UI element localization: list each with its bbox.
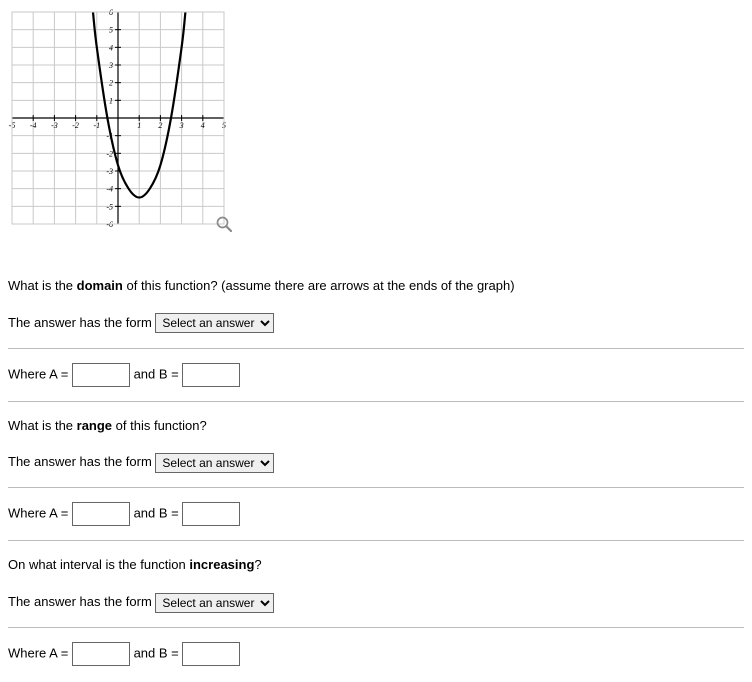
svg-text:-4: -4 xyxy=(30,121,37,130)
and-b-label: and B = xyxy=(134,645,183,660)
increasing-ab-row: Where A = and B = xyxy=(8,634,744,674)
text-bold: increasing xyxy=(189,557,254,572)
text: ? xyxy=(254,557,261,572)
svg-text:1: 1 xyxy=(137,121,141,130)
domain-a-input[interactable] xyxy=(72,363,130,387)
increasing-b-input[interactable] xyxy=(182,642,240,666)
text: of this function? xyxy=(112,418,207,433)
and-b-label: and B = xyxy=(134,366,183,381)
increasing-form-row: The answer has the form Select an answer xyxy=(8,584,744,621)
svg-text:-5: -5 xyxy=(106,202,113,211)
svg-text:-3: -3 xyxy=(51,121,58,130)
range-prompt: What is the range of this function? xyxy=(8,408,744,445)
svg-text:3: 3 xyxy=(179,121,184,130)
divider xyxy=(8,540,744,541)
range-form-row: The answer has the form Select an answer xyxy=(8,444,744,481)
text: On what interval is the function xyxy=(8,557,189,572)
and-b-label: and B = xyxy=(134,506,183,521)
domain-b-input[interactable] xyxy=(182,363,240,387)
domain-form-select[interactable]: Select an answer xyxy=(155,313,274,333)
divider xyxy=(8,401,744,402)
text: What is the xyxy=(8,418,77,433)
parabola-graph: -5-4-3-2-112345-6-5-4-3-2-1123456 xyxy=(8,8,228,228)
divider xyxy=(8,627,744,628)
form-label: The answer has the form xyxy=(8,315,155,330)
where-a-label: Where A = xyxy=(8,366,72,381)
graph-svg: -5-4-3-2-112345-6-5-4-3-2-1123456 xyxy=(8,8,228,228)
divider xyxy=(8,487,744,488)
increasing-a-input[interactable] xyxy=(72,642,130,666)
range-b-input[interactable] xyxy=(182,502,240,526)
svg-text:-4: -4 xyxy=(106,185,113,194)
svg-text:2: 2 xyxy=(109,79,113,88)
text: of this function? (assume there are arro… xyxy=(123,278,515,293)
svg-text:1: 1 xyxy=(109,96,113,105)
domain-form-row: The answer has the form Select an answer xyxy=(8,305,744,342)
range-a-input[interactable] xyxy=(72,502,130,526)
question-domain: What is the domain of this function? (as… xyxy=(8,268,744,402)
where-a-label: Where A = xyxy=(8,645,72,660)
question-increasing: On what interval is the function increas… xyxy=(8,547,744,674)
svg-text:3: 3 xyxy=(108,61,113,70)
increasing-prompt: On what interval is the function increas… xyxy=(8,547,744,584)
form-label: The answer has the form xyxy=(8,594,155,609)
text-bold: range xyxy=(77,418,112,433)
where-a-label: Where A = xyxy=(8,506,72,521)
divider xyxy=(8,348,744,349)
svg-text:5: 5 xyxy=(109,26,113,35)
svg-text:-2: -2 xyxy=(72,121,79,130)
range-ab-row: Where A = and B = xyxy=(8,494,744,534)
svg-text:-3: -3 xyxy=(106,167,113,176)
range-form-select[interactable]: Select an answer xyxy=(155,453,274,473)
text: What is the xyxy=(8,278,77,293)
increasing-form-select[interactable]: Select an answer xyxy=(155,593,274,613)
zoom-icon[interactable] xyxy=(216,216,232,232)
svg-text:-1: -1 xyxy=(93,121,100,130)
form-label: The answer has the form xyxy=(8,454,155,469)
svg-text:4: 4 xyxy=(201,121,205,130)
question-range: What is the range of this function? The … xyxy=(8,408,744,542)
svg-text:-2: -2 xyxy=(106,149,113,158)
svg-text:2: 2 xyxy=(158,121,162,130)
text-bold: domain xyxy=(77,278,123,293)
domain-ab-row: Where A = and B = xyxy=(8,355,744,395)
domain-prompt: What is the domain of this function? (as… xyxy=(8,268,744,305)
svg-text:4: 4 xyxy=(109,43,113,52)
